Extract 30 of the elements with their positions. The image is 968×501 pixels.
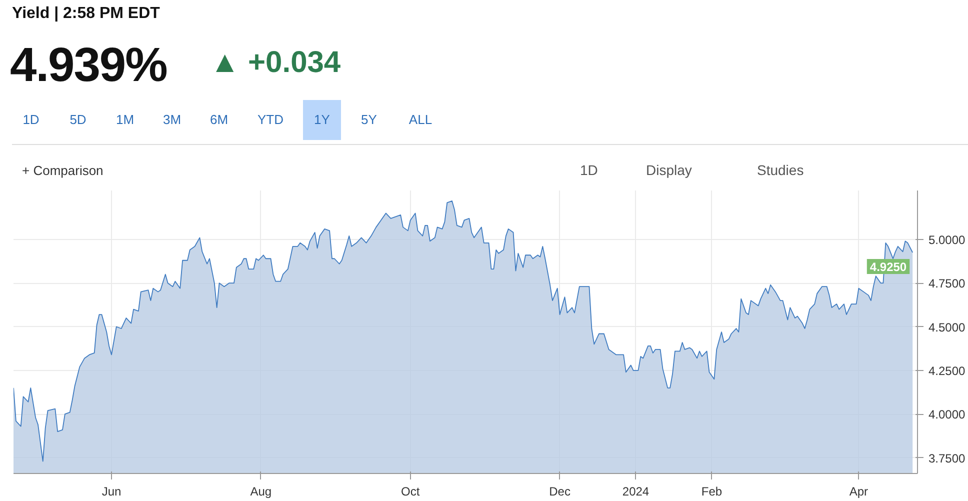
y-tick-label: 4.0000 bbox=[928, 408, 966, 422]
x-tick-label: Dec bbox=[549, 484, 570, 498]
text: 3M bbox=[162, 111, 182, 129]
text: 1D bbox=[22, 111, 40, 129]
y-tick-label: 4.7500 bbox=[928, 276, 966, 291]
annotation: 4.9250 bbox=[870, 260, 907, 274]
text: 5D bbox=[68, 111, 88, 129]
text: 6M bbox=[208, 111, 230, 129]
x-tick-label: Aug bbox=[250, 484, 272, 498]
text: ▲ +0.034 bbox=[210, 45, 341, 81]
y-tick-label: 4.2500 bbox=[928, 364, 966, 378]
text: 1Y bbox=[303, 100, 341, 140]
text: YTD bbox=[256, 111, 284, 129]
text: + Comparison bbox=[22, 162, 104, 180]
chart-title: Yield | 2:58 PM EDT bbox=[12, 4, 160, 24]
x-tick-label: Oct bbox=[401, 484, 420, 498]
x-tick-label: 2024 bbox=[622, 484, 650, 498]
text: 5Y bbox=[360, 111, 378, 129]
y-tick-label: 5.0000 bbox=[928, 232, 966, 247]
y-tick-label: 3.7500 bbox=[928, 451, 966, 466]
text: 1M bbox=[114, 111, 136, 129]
text: Display bbox=[646, 161, 692, 180]
x-tick-label: Jun bbox=[102, 484, 122, 498]
x-tick-label: Feb bbox=[701, 484, 722, 498]
text: 1D bbox=[580, 161, 598, 180]
text: 4.939% bbox=[10, 38, 167, 94]
text: Studies bbox=[757, 161, 804, 180]
x-tick-label: Apr bbox=[849, 484, 868, 498]
y-tick-label: 4.5000 bbox=[928, 320, 966, 334]
text: ALL bbox=[408, 111, 434, 129]
